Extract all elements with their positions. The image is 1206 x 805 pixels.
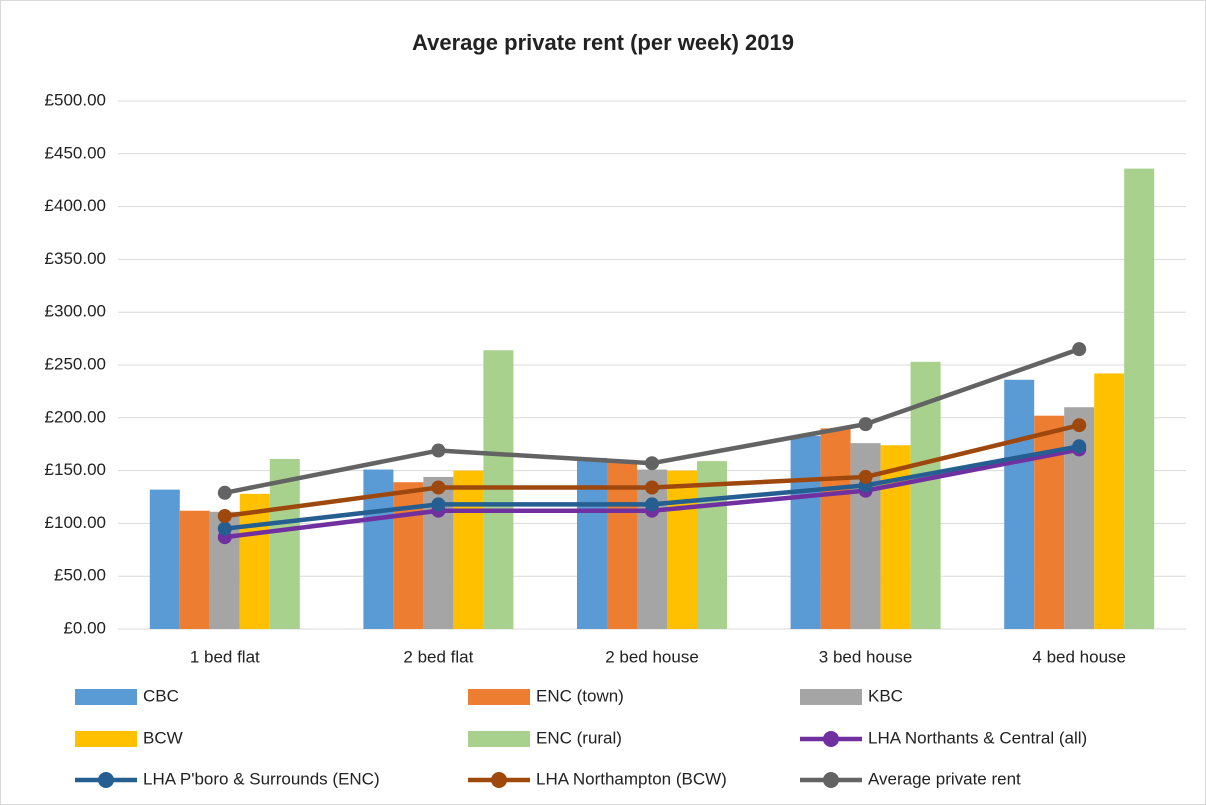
x-tick-label: 2 bed flat	[403, 647, 473, 666]
legend-label: BCW	[143, 728, 183, 747]
legend-label: ENC (town)	[536, 686, 624, 705]
line-point	[431, 443, 446, 458]
line-point	[217, 485, 232, 500]
legend-label: LHA Northampton (BCW)	[536, 769, 727, 788]
y-tick-label: £400.00	[45, 196, 106, 215]
line-point	[1072, 342, 1087, 357]
x-tick-label: 2 bed house	[605, 647, 699, 666]
bar	[667, 470, 697, 629]
bar	[820, 428, 851, 629]
bar	[149, 489, 180, 629]
bar	[790, 435, 821, 629]
bar	[179, 510, 210, 629]
legend-label: Average private rent	[868, 769, 1021, 788]
bar	[269, 458, 300, 629]
bar	[239, 493, 270, 629]
legend-swatch	[468, 689, 530, 705]
x-tick-label: 3 bed house	[819, 647, 913, 666]
bar	[577, 457, 607, 629]
y-tick-label: £0.00	[63, 618, 106, 637]
line-point	[431, 497, 446, 512]
legend-marker	[823, 772, 839, 788]
legend-marker	[98, 772, 114, 788]
line-point	[645, 497, 659, 512]
line-point	[217, 521, 232, 536]
legend-label: ENC (rural)	[536, 728, 622, 747]
bar	[637, 469, 667, 629]
bar	[393, 482, 424, 629]
line-point	[1072, 418, 1087, 433]
line-point	[645, 480, 659, 495]
y-tick-label: £100.00	[45, 513, 106, 532]
legend-label: KBC	[868, 686, 903, 705]
chart-title: Average private rent (per week) 2019	[412, 30, 794, 55]
y-tick-label: £150.00	[45, 460, 106, 479]
legend-marker	[491, 772, 507, 788]
line-point	[1072, 439, 1087, 454]
legend-swatch	[75, 731, 137, 747]
y-tick-label: £50.00	[54, 566, 106, 585]
line-point	[858, 469, 873, 484]
y-tick-label: £300.00	[45, 302, 106, 321]
legend-swatch	[468, 731, 530, 747]
line-point	[431, 480, 446, 495]
line-point	[217, 509, 232, 524]
bar	[453, 470, 484, 629]
bar	[697, 461, 727, 629]
y-tick-label: £200.00	[45, 407, 106, 426]
y-tick-label: £500.00	[45, 90, 106, 109]
bar	[1124, 168, 1155, 630]
bar	[1094, 373, 1125, 629]
line-point	[645, 456, 659, 471]
line-point	[858, 417, 873, 432]
y-tick-label: £250.00	[45, 354, 106, 373]
legend-marker	[823, 731, 839, 747]
legend-swatch	[800, 689, 862, 705]
legend-label: CBC	[143, 686, 179, 705]
x-tick-label: 4 bed house	[1032, 647, 1126, 666]
y-tick-label: £450.00	[45, 143, 106, 162]
y-tick-label: £350.00	[45, 249, 106, 268]
legend-label: LHA Northants & Central (all)	[868, 728, 1087, 747]
legend-swatch	[75, 689, 137, 705]
x-tick-label: 1 bed flat	[190, 647, 260, 666]
bar	[1004, 379, 1035, 629]
legend-label: LHA P'boro & Surrounds (ENC)	[143, 769, 380, 788]
